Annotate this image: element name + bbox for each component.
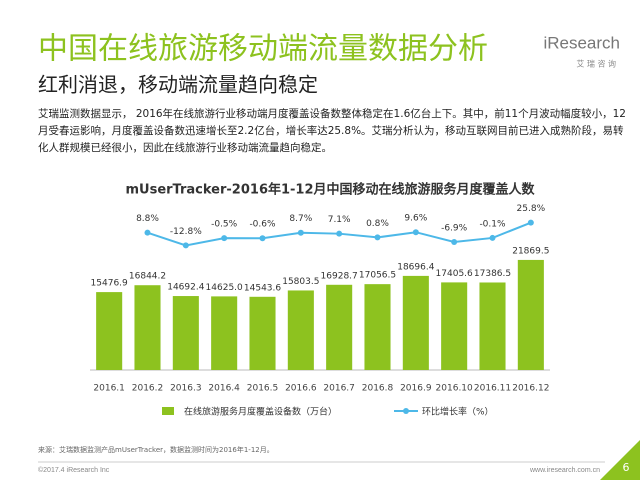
x-tick-label: 2016.2 [132,384,164,394]
bar [402,275,429,370]
x-tick-label: 2016.6 [285,384,317,394]
bar [364,284,391,370]
bar [326,284,353,370]
x-tick-label: 2016.12 [512,384,549,394]
bar-label: 18696.4 [397,262,434,272]
slide-title: 中国在线旅游移动端流量数据分析 [38,32,488,67]
line-label: 7.1% [328,215,351,225]
bar-label: 21869.5 [512,246,549,256]
line-label: -0.1% [479,219,506,229]
line-point [489,234,496,241]
bar [211,296,238,370]
website: www.iresearch.com.cn [529,467,600,474]
x-tick-label: 2016.10 [436,384,473,394]
bar [441,282,468,370]
legend-label: 在线旅游服务月度覆盖设备数（万台） [184,406,337,418]
bar-label: 14543.6 [244,283,281,293]
line-point [144,229,151,236]
logo: iResearch [543,33,620,52]
page-number: 6 [623,461,630,474]
x-tick-label: 2016.8 [362,384,394,394]
x-tick-label: 2016.1 [93,384,125,394]
line-point [527,219,534,226]
line-point [451,238,458,245]
bar-label: 17386.5 [474,269,511,279]
corner [600,440,640,480]
chart-title: mUserTracker-2016年1-12月中国移动在线旅游服务月度覆盖人数 [125,182,535,198]
bar-label: 15476.9 [91,279,128,289]
line-label: -12.8% [170,227,202,237]
bar [134,285,161,370]
line-label: -0.6% [249,220,276,230]
bar [96,292,123,370]
slide-subtitle: 红利消退，移动端流量趋向稳定 [38,73,318,97]
line-label: 9.6% [404,214,427,224]
bar [517,259,544,370]
line-label: 8.7% [289,214,312,224]
bar [172,296,199,370]
x-tick-label: 2016.4 [208,384,240,394]
line-label: -6.9% [441,223,468,233]
x-tick-label: 2016.5 [247,384,279,394]
line-label: 25.8% [517,204,546,214]
x-tick-label: 2016.3 [170,384,202,394]
bar-label: 16844.2 [129,272,166,282]
line-point [412,229,419,236]
line-point [259,235,266,242]
bar-label: 14692.4 [167,283,204,293]
line-point [374,234,381,241]
line-point [297,229,304,236]
x-tick-label: 2016.9 [400,384,432,394]
logo-sub: 艾 瑞 咨 询 [576,59,616,69]
line-label: -0.5% [211,220,238,230]
line-label: 8.8% [136,214,159,224]
x-tick-label: 2016.11 [474,384,511,394]
bar-label: 17056.5 [359,271,396,281]
line-point [336,230,343,237]
line-point [182,242,189,249]
copyright: ©2017.4 iResearch Inc [38,466,110,474]
line-point [221,235,228,242]
bar-label: 14625.0 [206,283,243,293]
bar [249,296,276,370]
bar-label: 15803.5 [282,277,319,287]
legend-swatch [403,408,409,414]
source: 来源：艾瑞数据监测产品mUserTracker，数据监测时间为2016年1-12… [38,445,274,454]
paragraph: 艾瑞监测数据显示， 2016年在线旅游行业移动端月度覆盖设备数整体稳定在1.6亿… [38,108,626,154]
x-tick-label: 2016.7 [323,384,355,394]
bar [287,290,314,370]
legend-label: 环比增长率（%） [422,406,494,418]
bar-label: 17405.6 [436,269,473,279]
bar-label: 16928.7 [321,271,358,281]
legend-swatch [162,407,174,415]
line-label: 0.8% [366,219,389,229]
bar [479,282,506,370]
